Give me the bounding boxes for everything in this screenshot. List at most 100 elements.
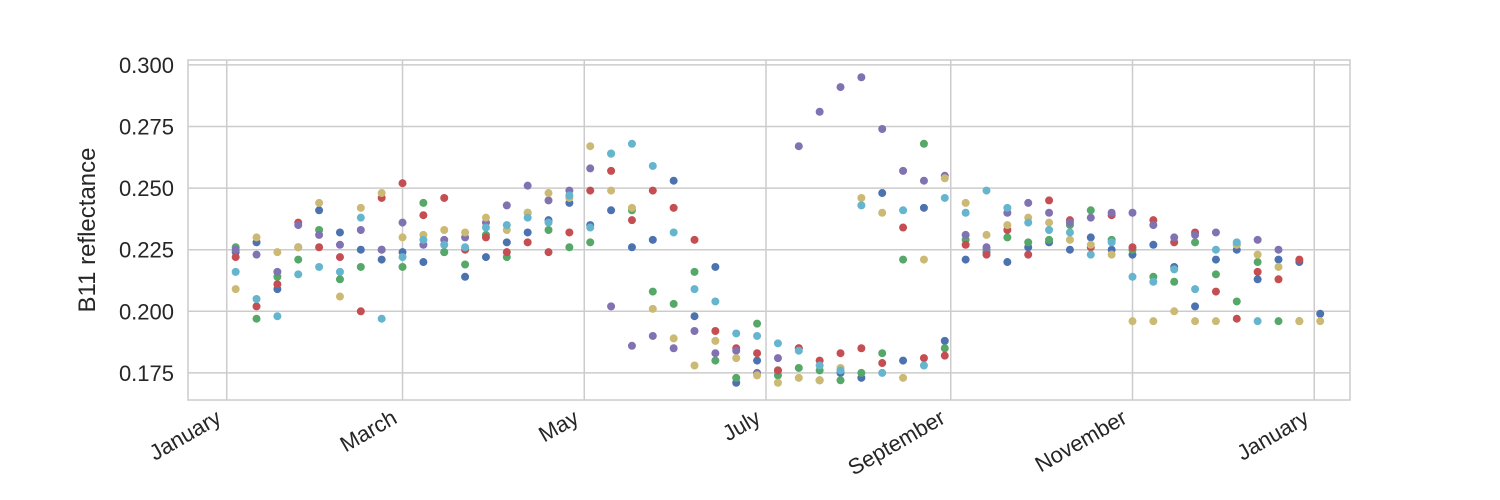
data-point [1211, 245, 1220, 254]
data-point [940, 193, 949, 202]
data-point [1003, 203, 1012, 212]
data-point [335, 292, 344, 301]
data-point [356, 213, 365, 222]
data-point [815, 361, 824, 370]
data-point [398, 218, 407, 227]
data-point [919, 255, 928, 264]
data-point [1253, 235, 1262, 244]
data-point [669, 334, 678, 343]
data-point [523, 238, 532, 247]
data-point [878, 189, 887, 198]
data-point [899, 255, 908, 264]
data-point [982, 186, 991, 195]
data-point [398, 179, 407, 188]
data-point [1211, 287, 1220, 296]
data-point [690, 267, 699, 276]
data-point [544, 189, 553, 198]
data-point [940, 174, 949, 183]
data-point [690, 327, 699, 336]
data-point [648, 331, 657, 340]
data-point [1253, 258, 1262, 267]
data-point [899, 356, 908, 365]
data-point [1316, 317, 1325, 326]
data-point [1191, 317, 1200, 326]
data-point [1086, 240, 1095, 249]
data-point [1149, 317, 1158, 326]
data-point [1253, 267, 1262, 276]
data-point [773, 354, 782, 363]
data-point [627, 216, 636, 225]
data-point [607, 186, 616, 195]
data-point [419, 258, 428, 267]
data-point [502, 248, 511, 257]
data-point [1211, 228, 1220, 237]
data-point [356, 226, 365, 234]
data-point [878, 349, 887, 358]
data-point [356, 245, 365, 254]
data-point [1232, 238, 1241, 247]
data-point [252, 250, 261, 259]
data-point [669, 228, 678, 237]
data-point [669, 203, 678, 212]
data-point [1274, 255, 1283, 264]
data-point [335, 267, 344, 276]
data-point [1024, 198, 1033, 207]
data-point [335, 253, 344, 262]
data-point [586, 142, 595, 151]
data-point [461, 228, 470, 237]
data-point [1045, 196, 1054, 205]
data-point [711, 349, 720, 358]
data-point [356, 262, 365, 271]
data-point [1003, 233, 1012, 242]
data-point [753, 319, 762, 328]
data-point [961, 240, 970, 249]
data-point [753, 356, 762, 365]
data-point [523, 213, 532, 222]
data-point [607, 149, 616, 158]
data-point [690, 285, 699, 294]
data-point [252, 314, 261, 323]
data-point [502, 201, 511, 210]
data-point [1191, 302, 1200, 311]
data-point [1253, 275, 1262, 284]
data-point [440, 193, 449, 202]
data-point [669, 344, 678, 353]
data-point [294, 270, 303, 279]
data-point [711, 297, 720, 306]
data-point [1295, 317, 1304, 326]
data-point [1274, 275, 1283, 284]
data-point [732, 354, 741, 363]
data-point [419, 211, 428, 220]
data-point [982, 250, 991, 259]
data-point [315, 198, 324, 207]
data-point [773, 366, 782, 375]
data-point [273, 267, 282, 276]
data-point [1003, 258, 1012, 267]
data-points [231, 73, 1325, 387]
data-point [502, 221, 511, 230]
data-point [1045, 226, 1054, 234]
data-point [1065, 245, 1074, 254]
data-point [1274, 317, 1283, 326]
data-point [753, 331, 762, 340]
data-point [398, 262, 407, 271]
data-point [252, 233, 261, 242]
y-tick-label: 0.200 [119, 299, 174, 324]
data-point [919, 203, 928, 212]
data-point [1170, 277, 1179, 286]
data-point [669, 299, 678, 308]
data-point [732, 329, 741, 338]
y-tick-label: 0.250 [119, 176, 174, 201]
data-point [1211, 255, 1220, 264]
data-point [648, 287, 657, 296]
data-point [607, 206, 616, 215]
data-point [315, 262, 324, 271]
data-point [1107, 238, 1116, 247]
data-point [565, 228, 574, 237]
data-point [1274, 262, 1283, 271]
data-point [1191, 238, 1200, 247]
data-point [961, 198, 970, 207]
data-point [732, 346, 741, 355]
data-point [1045, 218, 1054, 227]
data-point [335, 228, 344, 237]
